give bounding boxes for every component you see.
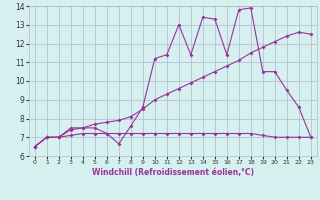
X-axis label: Windchill (Refroidissement éolien,°C): Windchill (Refroidissement éolien,°C)	[92, 168, 254, 177]
